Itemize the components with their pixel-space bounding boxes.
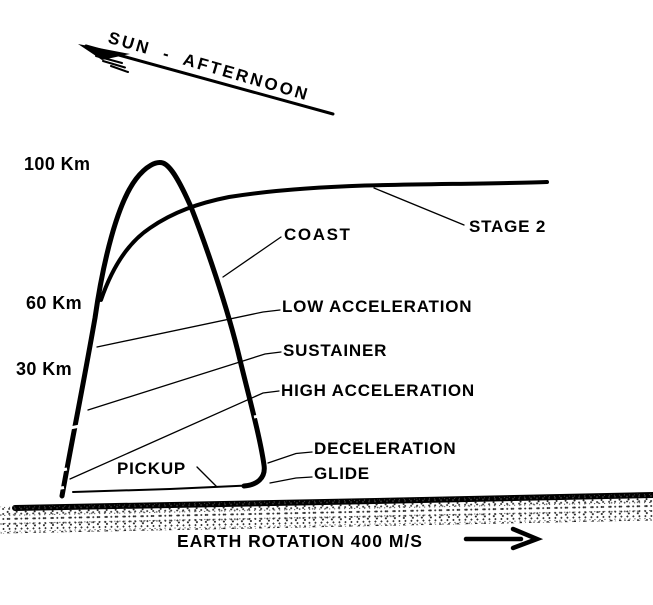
deceleration-leader-line xyxy=(267,451,313,464)
altitude-label-100km: 100 Km xyxy=(24,154,91,174)
stage2-path xyxy=(99,180,549,302)
earth-rotation-arrow-icon xyxy=(463,526,544,551)
phase-label-high-acceleration: HIGH ACCELERATION xyxy=(281,381,475,400)
sustainer-leader-line xyxy=(87,351,282,411)
phase-label-glide: GLIDE xyxy=(314,464,370,483)
pickup-leader-line xyxy=(196,466,218,488)
glide-leader-line xyxy=(269,476,313,484)
phase-label-low-acceleration: LOW ACCELERATION xyxy=(282,297,473,316)
stage2-leader-line xyxy=(373,187,465,226)
sun-direction-arrow-icon xyxy=(78,44,335,116)
phase-label-coast: COAST xyxy=(284,225,352,244)
altitude-label-60km: 60 Km xyxy=(26,293,83,313)
phase-label-pickup: PICKUP xyxy=(117,459,187,478)
high-accel-leader-line xyxy=(69,390,280,480)
coast-leader-line xyxy=(222,236,282,278)
leader-lines xyxy=(69,187,465,488)
glide-path xyxy=(72,484,248,493)
altitude-label-30km: 30 Km xyxy=(16,359,73,379)
phase-label-stage2: STAGE 2 xyxy=(469,217,547,236)
earth-rotation-label: EARTH ROTATION 400 M/S xyxy=(177,531,423,551)
phase-label-deceleration: DECELERATION xyxy=(314,439,457,458)
stroke-gaps xyxy=(54,413,265,491)
phase-label-sustainer: SUSTAINER xyxy=(283,341,388,360)
low-accel-leader-line xyxy=(96,309,281,348)
ballistic-arc-path xyxy=(59,160,267,499)
